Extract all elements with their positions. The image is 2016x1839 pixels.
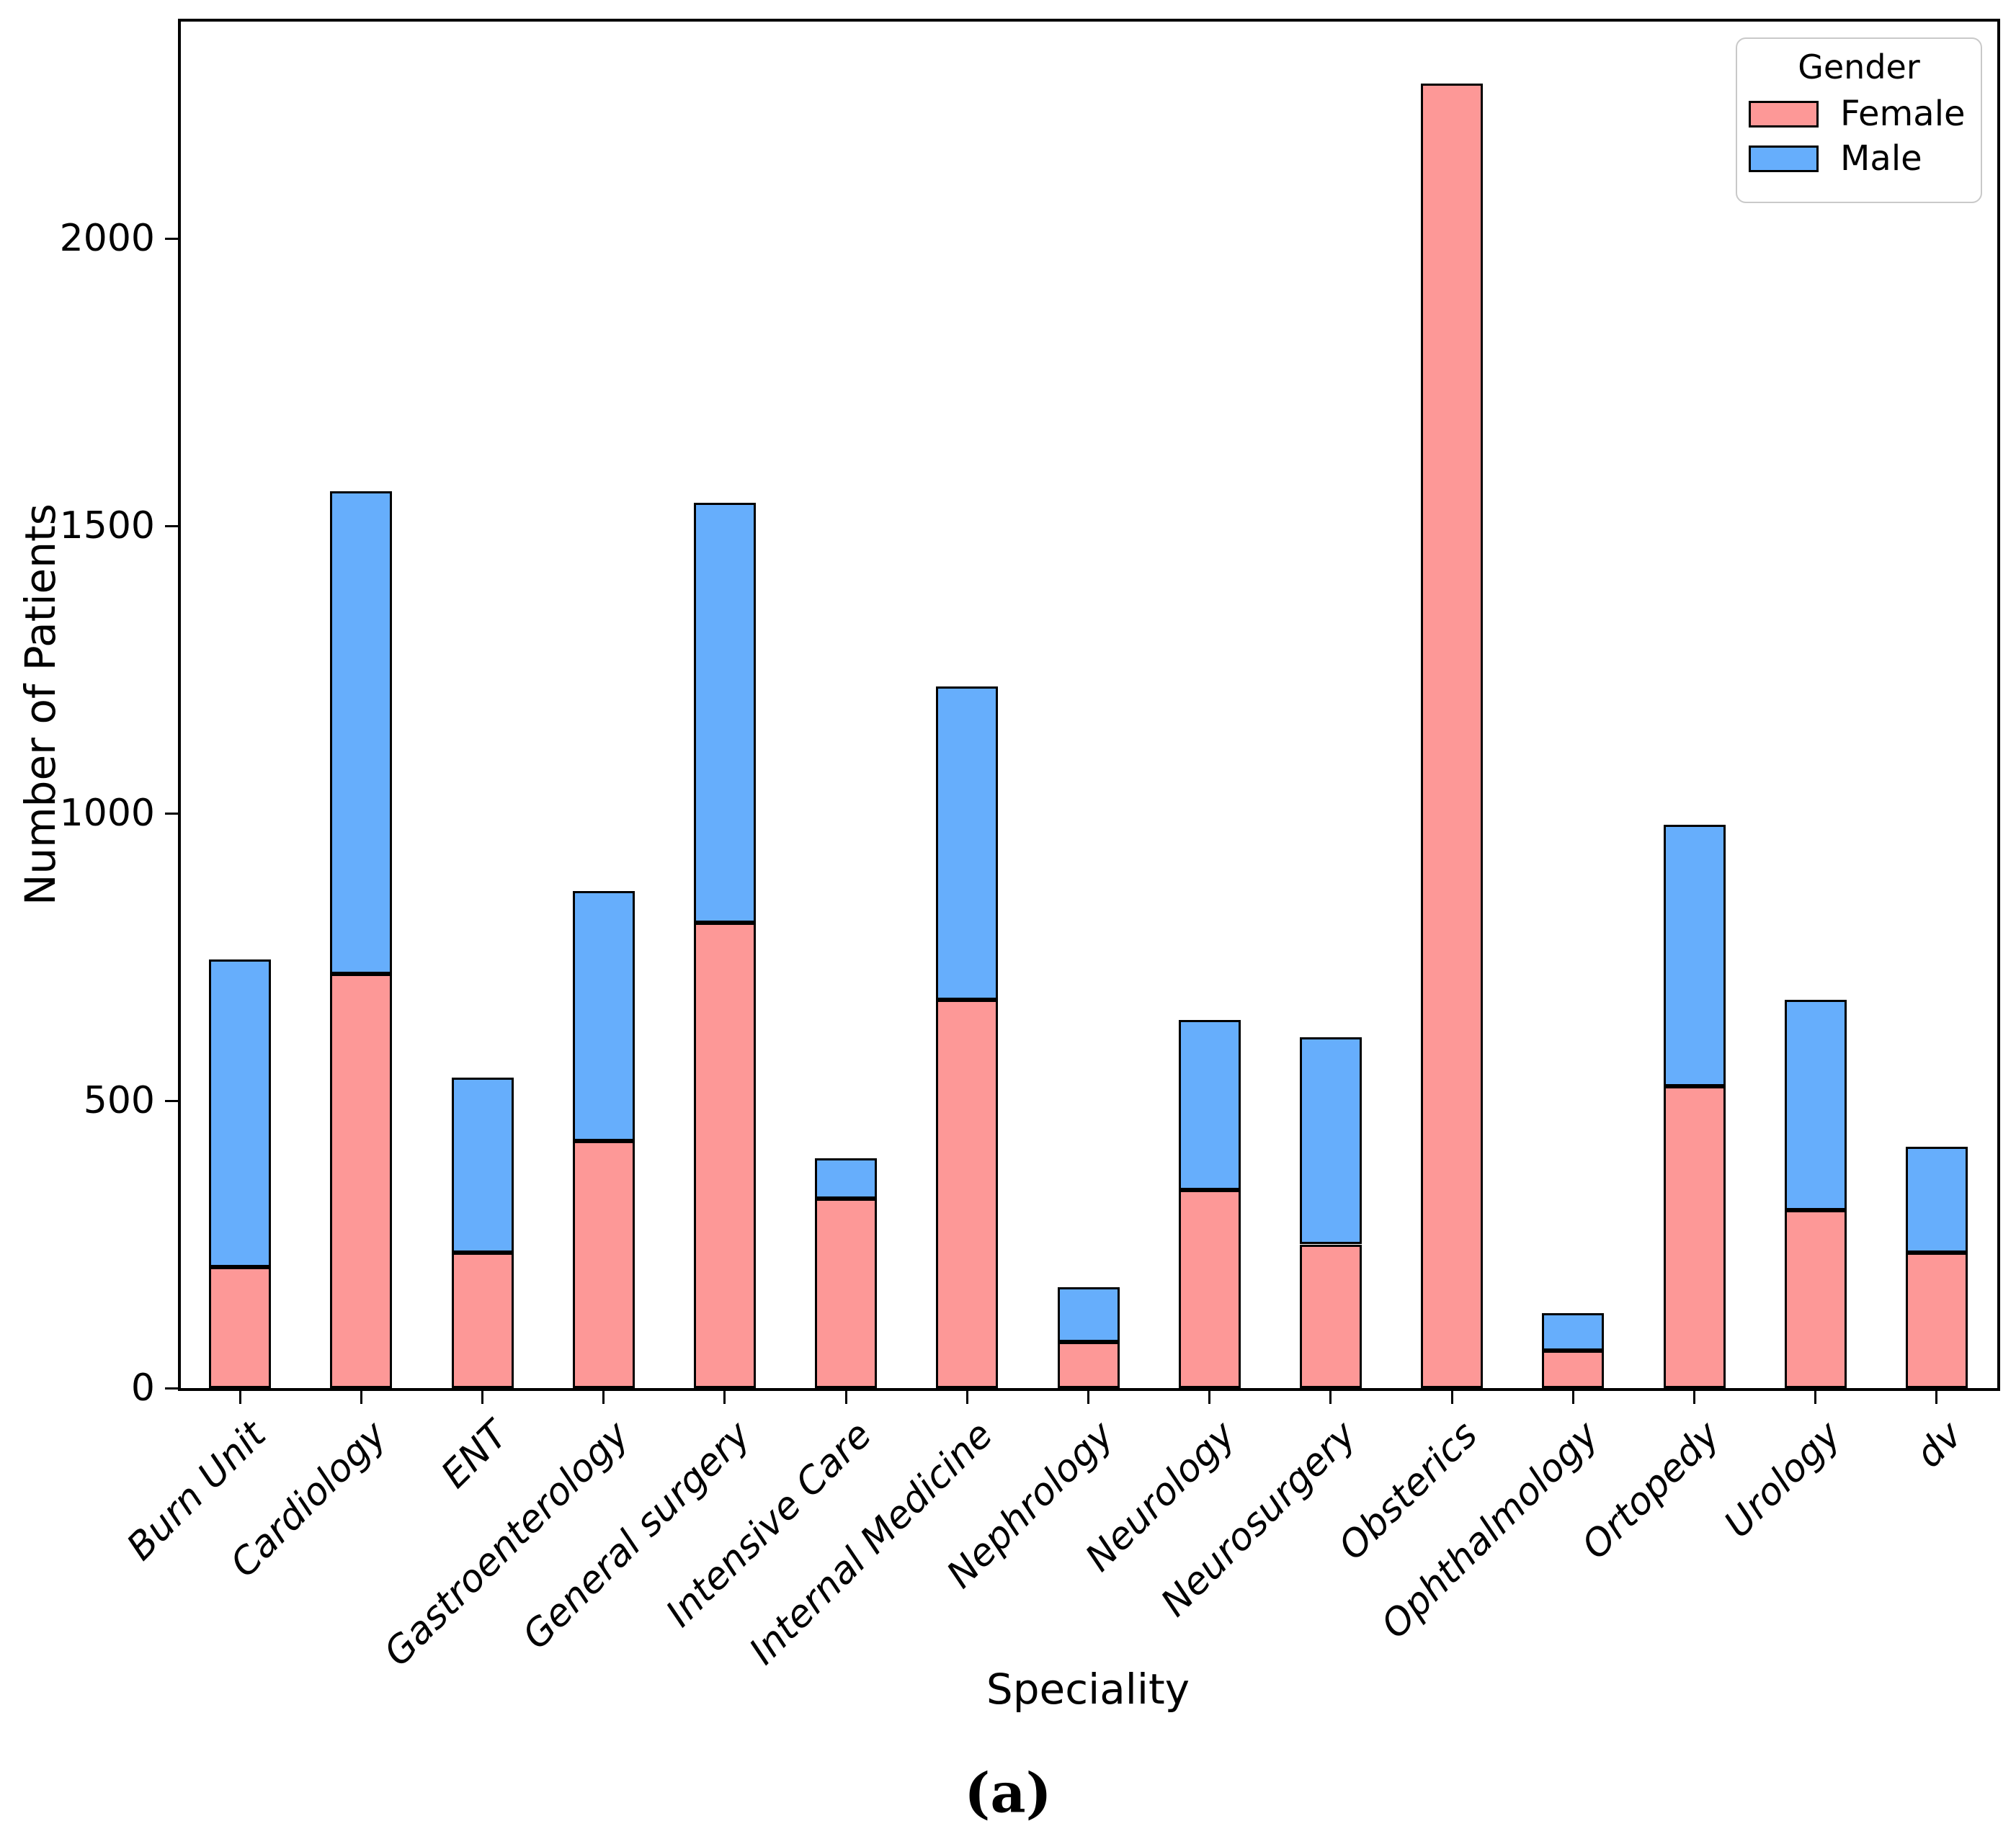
x-tick-mark <box>602 1388 605 1404</box>
x-tick-mark <box>1571 1388 1574 1404</box>
bar-segment-male <box>451 1078 514 1253</box>
bar-segment-female <box>1663 1086 1726 1388</box>
bar-segment-female <box>815 1198 878 1388</box>
bar-segment-male <box>1905 1146 1968 1253</box>
x-tick-label: General surgery <box>514 1413 759 1658</box>
bar-segment-female <box>1178 1189 1241 1388</box>
bar-segment-male <box>1784 1000 1847 1210</box>
x-tick-mark <box>965 1388 968 1404</box>
y-tick-label: 0 <box>130 1366 155 1410</box>
bar-segment-female <box>451 1253 514 1388</box>
x-axis-title: Speciality <box>986 1665 1190 1714</box>
x-tick-mark <box>1935 1388 1938 1404</box>
x-tick-label: ENT <box>433 1413 517 1497</box>
x-tick-mark <box>238 1388 241 1404</box>
y-tick-label: 1500 <box>59 504 155 547</box>
bar-segment-female <box>1421 83 1484 1388</box>
bar-segment-male <box>330 491 393 975</box>
x-tick-label: Ophthalmology <box>1373 1413 1607 1647</box>
bar-segment-male <box>936 686 999 1001</box>
bar-segment-male <box>815 1158 878 1199</box>
legend-swatch-female <box>1749 100 1819 127</box>
y-tick-label: 500 <box>83 1079 155 1122</box>
bar-segment-male <box>1178 1020 1241 1190</box>
bar-segment-female <box>1542 1351 1605 1388</box>
bar-segment-female <box>936 1000 999 1388</box>
x-tick-mark <box>1693 1388 1695 1404</box>
y-axis-title: Number of Patients <box>16 504 65 905</box>
x-tick-label: dv <box>1907 1413 1971 1477</box>
legend-swatch-male <box>1749 145 1819 172</box>
bar-segment-female <box>1784 1209 1847 1388</box>
legend-label-female: Female <box>1840 94 1966 134</box>
bar-segment-female <box>1905 1253 1968 1388</box>
x-tick-mark <box>360 1388 362 1404</box>
bar-segment-female <box>572 1140 635 1388</box>
legend-title: Gender <box>1798 48 1920 86</box>
bar-segment-male <box>1542 1313 1605 1351</box>
bar-segment-female <box>1057 1342 1120 1388</box>
bar-segment-female <box>209 1267 272 1388</box>
bar-segment-female <box>1299 1244 1362 1388</box>
x-tick-label: Intensive Care <box>658 1413 880 1636</box>
legend: Gender Female Male <box>1736 37 1982 203</box>
x-tick-mark <box>1329 1388 1332 1404</box>
bar-segment-male <box>1057 1287 1120 1343</box>
legend-entry-male: Male <box>1749 141 1981 176</box>
x-tick-mark <box>844 1388 847 1404</box>
bar-segment-male <box>1663 824 1726 1087</box>
x-tick-mark <box>1087 1388 1089 1404</box>
x-tick-mark <box>723 1388 726 1404</box>
x-tick-mark <box>481 1388 483 1404</box>
bar-segment-female <box>693 922 756 1388</box>
x-tick-label: Urology <box>1716 1413 1850 1547</box>
y-tick-label: 1000 <box>59 792 155 835</box>
bar-segment-male <box>572 890 635 1141</box>
bar-segment-female <box>330 974 393 1388</box>
x-tick-mark <box>1208 1388 1211 1404</box>
y-tick-mark <box>165 812 179 815</box>
bar-segment-male <box>693 503 756 923</box>
figure-caption: (a) <box>964 1760 1052 1825</box>
x-tick-mark <box>1450 1388 1453 1404</box>
y-tick-mark <box>165 237 179 240</box>
bar-segment-male <box>209 959 272 1268</box>
y-tick-mark <box>165 1099 179 1102</box>
legend-label-male: Male <box>1840 138 1922 179</box>
bar-segment-male <box>1299 1037 1362 1245</box>
y-tick-label: 2000 <box>59 217 155 260</box>
legend-entries: Female Male <box>1737 97 1981 176</box>
legend-entry-female: Female <box>1749 97 1981 131</box>
y-tick-mark <box>165 524 179 527</box>
y-tick-mark <box>165 1387 179 1390</box>
x-tick-mark <box>1814 1388 1817 1404</box>
